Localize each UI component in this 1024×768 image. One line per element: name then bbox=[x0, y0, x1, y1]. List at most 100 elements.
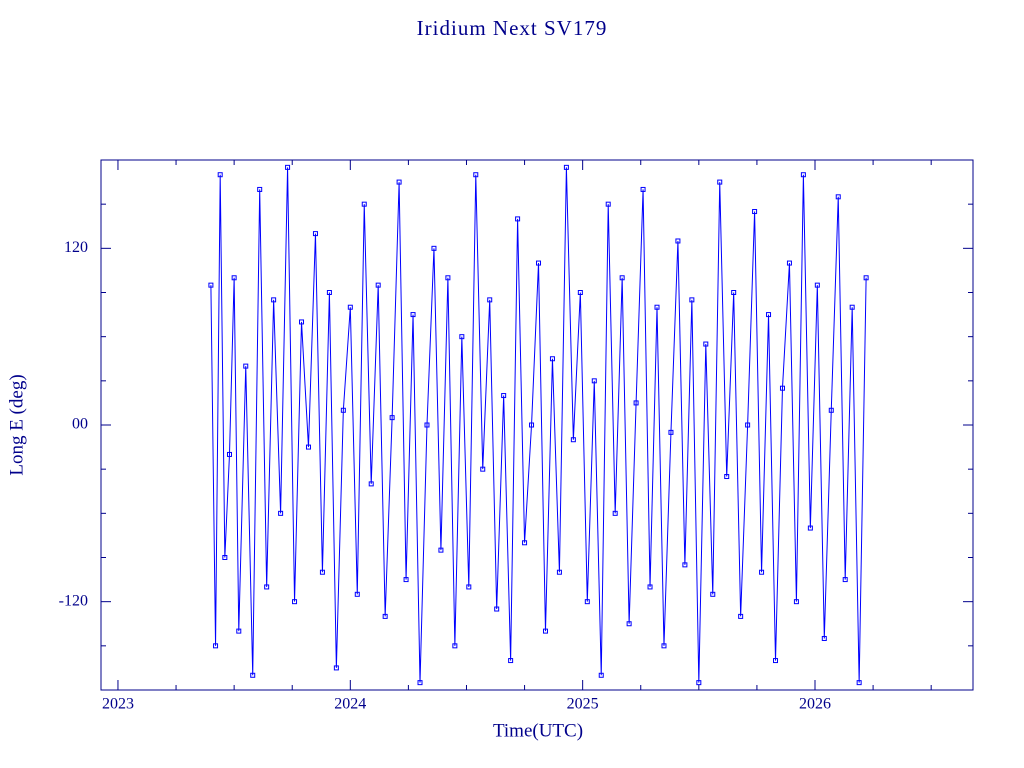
data-point bbox=[619, 275, 625, 281]
data-point bbox=[250, 672, 256, 678]
data-point bbox=[633, 400, 639, 406]
data-point bbox=[368, 481, 374, 487]
data-point bbox=[438, 547, 444, 553]
data-point bbox=[459, 334, 465, 340]
data-point bbox=[231, 275, 237, 281]
data-point bbox=[849, 304, 855, 310]
data-point bbox=[738, 613, 744, 619]
data-point bbox=[466, 584, 472, 590]
data-point bbox=[375, 282, 381, 288]
data-point bbox=[807, 525, 813, 531]
data-point bbox=[856, 680, 862, 686]
data-point bbox=[612, 510, 618, 516]
data-point bbox=[213, 643, 219, 649]
data-point bbox=[278, 510, 284, 516]
data-point bbox=[445, 275, 451, 281]
data-point bbox=[640, 186, 646, 192]
data-point bbox=[668, 429, 674, 435]
x-tick-label: 2025 bbox=[567, 696, 599, 713]
y-tick-label: -120 bbox=[59, 592, 88, 609]
data-point bbox=[508, 658, 514, 664]
data-point bbox=[863, 275, 869, 281]
data-point bbox=[226, 451, 232, 457]
data-point bbox=[647, 584, 653, 590]
data-point bbox=[480, 466, 486, 472]
data-point bbox=[752, 209, 758, 215]
data-point bbox=[814, 282, 820, 288]
data-point bbox=[243, 363, 249, 369]
data-point bbox=[361, 201, 367, 207]
data-point bbox=[800, 172, 806, 178]
data-point bbox=[494, 606, 500, 612]
data-point bbox=[654, 304, 660, 310]
data-point bbox=[264, 584, 270, 590]
data-point bbox=[828, 407, 834, 413]
data-point bbox=[452, 643, 458, 649]
data-point bbox=[208, 282, 214, 288]
data-point bbox=[396, 179, 402, 185]
data-point bbox=[326, 290, 332, 295]
data-point bbox=[354, 591, 360, 597]
data-point bbox=[340, 407, 346, 413]
y-tick-label: 120 bbox=[64, 239, 88, 256]
data-point bbox=[661, 643, 667, 649]
data-point bbox=[675, 238, 681, 244]
data-point bbox=[417, 680, 423, 686]
data-line bbox=[210, 167, 867, 683]
data-point bbox=[745, 422, 751, 428]
data-point bbox=[577, 290, 583, 295]
data-point bbox=[285, 164, 291, 170]
data-point bbox=[779, 385, 785, 391]
data-point bbox=[410, 312, 416, 318]
data-point bbox=[689, 297, 695, 303]
data-point bbox=[222, 555, 228, 560]
data-point bbox=[536, 260, 542, 266]
x-tick-label: 2024 bbox=[334, 696, 366, 713]
data-point bbox=[842, 577, 848, 583]
chart-title: Iridium Next SV179 bbox=[417, 16, 608, 40]
x-axis-label: Time(UTC) bbox=[493, 720, 583, 741]
data-point bbox=[542, 628, 548, 634]
data-point bbox=[731, 290, 737, 295]
data-point bbox=[515, 216, 521, 222]
data-point bbox=[549, 356, 555, 362]
data-point bbox=[759, 569, 765, 575]
data-point bbox=[271, 297, 277, 303]
data-point bbox=[257, 186, 263, 192]
data-point bbox=[626, 621, 632, 627]
data-point bbox=[724, 474, 730, 480]
data-point bbox=[821, 635, 827, 641]
data-point bbox=[563, 164, 569, 170]
data-point bbox=[236, 628, 242, 634]
data-point bbox=[299, 319, 305, 325]
x-tick-label: 2023 bbox=[102, 696, 134, 713]
data-point bbox=[292, 599, 298, 605]
data-point bbox=[382, 613, 388, 619]
data-point bbox=[773, 658, 779, 664]
data-point bbox=[389, 415, 395, 421]
data-point bbox=[473, 172, 479, 178]
data-point bbox=[529, 422, 535, 428]
data-point bbox=[710, 591, 716, 597]
x-tick-label: 2026 bbox=[799, 696, 831, 713]
data-point bbox=[319, 569, 325, 575]
data-point bbox=[598, 672, 604, 678]
data-point bbox=[835, 194, 841, 200]
data-point bbox=[766, 312, 772, 318]
data-point bbox=[786, 260, 792, 266]
data-point bbox=[487, 297, 493, 303]
data-point bbox=[703, 341, 709, 347]
data-point bbox=[501, 393, 507, 399]
data-point bbox=[305, 444, 311, 450]
data-point bbox=[431, 245, 437, 251]
data-point bbox=[605, 201, 611, 207]
data-point bbox=[591, 378, 597, 384]
data-point bbox=[312, 231, 318, 237]
y-tick-label: 00 bbox=[72, 416, 88, 433]
data-point bbox=[217, 172, 223, 178]
data-point bbox=[682, 562, 688, 568]
data-point bbox=[570, 437, 576, 443]
data-point bbox=[347, 304, 353, 310]
data-point bbox=[556, 569, 562, 575]
